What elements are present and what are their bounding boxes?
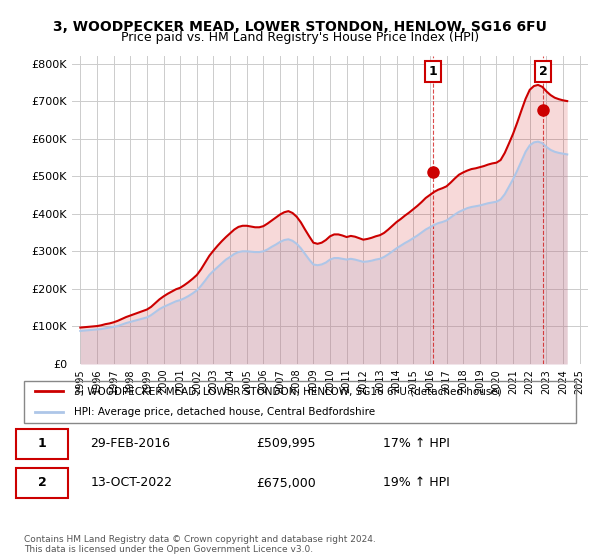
Text: £675,000: £675,000 xyxy=(256,477,316,489)
FancyBboxPatch shape xyxy=(16,428,68,459)
Text: 3, WOODPECKER MEAD, LOWER STONDON, HENLOW, SG16 6FU: 3, WOODPECKER MEAD, LOWER STONDON, HENLO… xyxy=(53,20,547,34)
Text: 2: 2 xyxy=(539,66,547,78)
Text: 1: 1 xyxy=(38,437,47,450)
Text: 3, WOODPECKER MEAD, LOWER STONDON, HENLOW, SG16 6FU (detached house): 3, WOODPECKER MEAD, LOWER STONDON, HENLO… xyxy=(74,386,502,396)
Text: HPI: Average price, detached house, Central Bedfordshire: HPI: Average price, detached house, Cent… xyxy=(74,407,375,417)
Text: Contains HM Land Registry data © Crown copyright and database right 2024.
This d: Contains HM Land Registry data © Crown c… xyxy=(24,535,376,554)
Text: £509,995: £509,995 xyxy=(256,437,316,450)
Text: 13-OCT-2022: 13-OCT-2022 xyxy=(90,477,172,489)
FancyBboxPatch shape xyxy=(16,468,68,498)
Text: Price paid vs. HM Land Registry's House Price Index (HPI): Price paid vs. HM Land Registry's House … xyxy=(121,31,479,44)
Text: 19% ↑ HPI: 19% ↑ HPI xyxy=(383,477,449,489)
Text: 29-FEB-2016: 29-FEB-2016 xyxy=(90,437,170,450)
Text: 1: 1 xyxy=(428,66,437,78)
Text: 2: 2 xyxy=(38,477,47,489)
Text: 17% ↑ HPI: 17% ↑ HPI xyxy=(383,437,449,450)
